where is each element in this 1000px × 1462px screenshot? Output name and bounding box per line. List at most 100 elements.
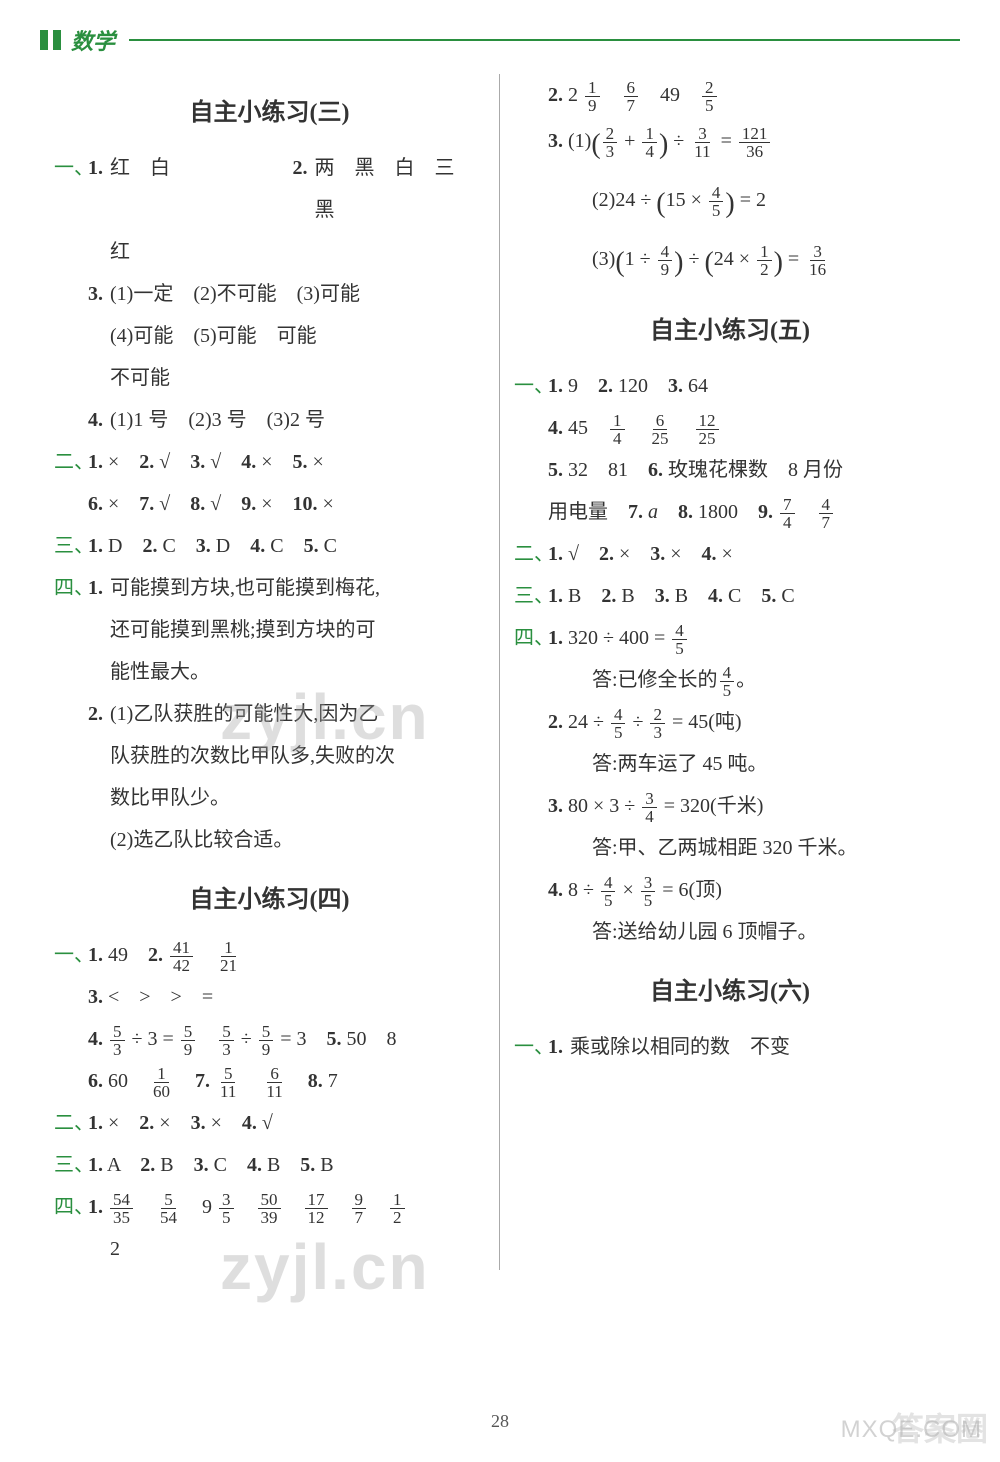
item-number: 3. — [88, 273, 110, 315]
answer-text: 2. 24 ÷ 45 ÷ 23 = 45(吨) — [548, 701, 946, 743]
item-number: 1. — [548, 1026, 570, 1068]
section-marker: 四、 — [54, 567, 88, 609]
item-number: 1. — [88, 567, 110, 609]
answer-row: 3. < > > = — [54, 976, 485, 1018]
answer-row: 4. 53 ÷ 3 = 59 53 ÷ 59 = 3 5. 50 8 — [54, 1018, 485, 1060]
answer-text: 两 黑 白 三 黑 — [315, 147, 486, 231]
answer-text: 1. × 2. √ 3. √ 4. × 5. × — [88, 441, 485, 483]
answer-row: 四、 1. 5435 554 9 35 5039 1712 97 12 — [54, 1186, 485, 1228]
answer-text: 4. 45 14 625 1225 — [548, 407, 946, 449]
answer-text: 数比甲队少。 — [54, 777, 485, 819]
section-marker: 三、 — [54, 1144, 88, 1186]
answer-row: 三、 1. A 2. B 3. C 4. B 5. B — [54, 1144, 485, 1186]
section-marker: 一、 — [514, 1026, 548, 1068]
right-column: 2. 2 19 67 49 25 3. (1)(23 + 14) ÷ 311 =… — [500, 74, 960, 1270]
answer-row: 一、 1. 乘或除以相同的数 不变 — [514, 1026, 946, 1068]
answer-row: 一、 1. 红 白 2. 两 黑 白 三 黑 — [54, 147, 485, 231]
answer-row: 二、 1. √ 2. × 3. × 4. × — [514, 533, 946, 575]
section-marker: 一、 — [54, 934, 88, 976]
answer-text: 用电量 7. a 8. 1800 9. 74 47 — [548, 491, 946, 533]
answer-text: 1. 9 2. 120 3. 64 — [548, 365, 946, 407]
answer-row: 三、 1. B 2. B 3. B 4. C 5. C — [514, 575, 946, 617]
answer-text: 5. 32 81 6. 玫瑰花棵数 8 月份 — [548, 449, 946, 491]
site-watermark: MXQE.COM — [841, 1416, 982, 1444]
answer-text: 1. B 2. B 3. B 4. C 5. C — [548, 575, 946, 617]
answer-text: 队获胜的次数比甲队多,失败的次 — [54, 735, 485, 777]
answer-row: 二、 1. × 2. × 3. × 4. √ — [54, 1102, 485, 1144]
answer-row: 2. 24 ÷ 45 ÷ 23 = 45(吨) — [514, 701, 946, 743]
answer-row: 6. 60 160 7. 511 611 8. 7 — [54, 1060, 485, 1102]
answer-row: 一、 1. 9 2. 120 3. 64 — [514, 365, 946, 407]
page-header: 数学 — [0, 0, 1000, 64]
answer-text: (3)(1 ÷ 49) ÷ (24 × 12) = 316 — [514, 234, 946, 293]
answer-row: 用电量 7. a 8. 1800 9. 74 47 — [514, 491, 946, 533]
answer-text: (1)乙队获胜的可能性大,因为乙 — [110, 693, 485, 735]
answer-text: 1. 5435 554 9 35 5039 1712 97 12 — [88, 1186, 485, 1228]
section-title-4: 自主小练习(四) — [54, 879, 485, 914]
answer-text: 1. 49 2. 4142 121 — [88, 934, 485, 976]
section-marker: 四、 — [54, 1186, 88, 1228]
section-marker: 一、 — [514, 365, 548, 407]
answer-row: 2. (1)乙队获胜的可能性大,因为乙 — [54, 693, 485, 735]
answer-text: 不可能 — [54, 357, 485, 399]
answer-row: 三、 1. D 2. C 3. D 4. C 5. C — [54, 525, 485, 567]
answer-text: 6. × 7. √ 8. √ 9. × 10. × — [88, 483, 485, 525]
answer-row: 四、 1. 320 ÷ 400 = 45 — [514, 617, 946, 659]
answer-row: 4. 8 ÷ 45 × 35 = 6(顶) — [514, 869, 946, 911]
answer-text: (2)24 ÷ (15 × 45) = 2 — [514, 175, 946, 234]
answer-text: 红 — [54, 231, 485, 273]
header-rule — [129, 39, 960, 41]
answer-text: (1)一定 (2)不可能 (3)可能 — [110, 273, 485, 315]
answer-text: 能性最大。 — [54, 651, 485, 693]
answer-row: 四、 1. 可能摸到方块,也可能摸到梅花, — [54, 567, 485, 609]
answer-text: 1. 320 ÷ 400 = 45 — [548, 617, 946, 659]
item-number: 1. — [88, 147, 110, 231]
answer-text: (4)可能 (5)可能 可能 — [54, 315, 485, 357]
subject-title: 数学 — [71, 24, 115, 56]
answer-row: 2. 2 19 67 49 25 — [514, 74, 946, 116]
section-marker: 四、 — [514, 617, 548, 659]
item-number: 2. — [293, 147, 315, 231]
answer-text: 可能摸到方块,也可能摸到梅花, — [110, 567, 485, 609]
section-marker: 二、 — [514, 533, 548, 575]
answer-row: 5. 32 81 6. 玫瑰花棵数 8 月份 — [514, 449, 946, 491]
answer-text: 1. D 2. C 3. D 4. C 5. C — [88, 525, 485, 567]
answer-row: 二、 1. × 2. √ 3. √ 4. × 5. × — [54, 441, 485, 483]
header-decoration — [40, 30, 61, 50]
content-columns: 自主小练习(三) 一、 1. 红 白 2. 两 黑 白 三 黑 红 3. (1)… — [0, 64, 1000, 1270]
section-title-6: 自主小练习(六) — [514, 971, 946, 1006]
answer-text: 1. A 2. B 3. C 4. B 5. B — [88, 1144, 485, 1186]
section-title-5: 自主小练习(五) — [514, 310, 946, 345]
answer-text: 2 — [54, 1228, 485, 1270]
answer-text: 答:送给幼儿园 6 顶帽子。 — [514, 911, 946, 953]
answer-row: 3. (1)(23 + 14) ÷ 311 = 12136 — [514, 116, 946, 175]
answer-text: 答:已修全长的45。 — [514, 659, 946, 701]
answer-text: 3. 80 × 3 ÷ 34 = 320(千米) — [548, 785, 946, 827]
section-marker: 三、 — [514, 575, 548, 617]
answer-row: 4. 45 14 625 1225 — [514, 407, 946, 449]
left-column: 自主小练习(三) 一、 1. 红 白 2. 两 黑 白 三 黑 红 3. (1)… — [40, 74, 500, 1270]
bar-icon — [53, 30, 61, 50]
answer-text: 还可能摸到黑桃;摸到方块的可 — [54, 609, 485, 651]
answer-text: 2. 2 19 67 49 25 — [548, 74, 946, 116]
section-marker: 一、 — [54, 147, 88, 231]
item-number: 2. — [88, 693, 110, 735]
answer-text: 红 白 — [110, 147, 281, 231]
answer-row: 6. × 7. √ 8. √ 9. × 10. × — [54, 483, 485, 525]
answer-text: 答:两车运了 45 吨。 — [514, 743, 946, 785]
answer-text: 1. √ 2. × 3. × 4. × — [548, 533, 946, 575]
section-marker: 三、 — [54, 525, 88, 567]
item-number: 4. — [88, 399, 110, 441]
answer-row: 3. 80 × 3 ÷ 34 = 320(千米) — [514, 785, 946, 827]
answer-text: 4. 53 ÷ 3 = 59 53 ÷ 59 = 3 5. 50 8 — [88, 1018, 485, 1060]
answer-text: (1)1 号 (2)3 号 (3)2 号 — [110, 399, 485, 441]
answer-text: 4. 8 ÷ 45 × 35 = 6(顶) — [548, 869, 946, 911]
answer-text: 1. × 2. × 3. × 4. √ — [88, 1102, 485, 1144]
answer-text: 6. 60 160 7. 511 611 8. 7 — [88, 1060, 485, 1102]
answer-text: 3. < > > = — [88, 976, 485, 1018]
answer-text: 乘或除以相同的数 不变 — [570, 1026, 946, 1068]
answer-text: 3. (1)(23 + 14) ÷ 311 = 12136 — [548, 116, 946, 175]
section-marker: 二、 — [54, 1102, 88, 1144]
answer-text: 答:甲、乙两城相距 320 千米。 — [514, 827, 946, 869]
answer-row: 3. (1)一定 (2)不可能 (3)可能 — [54, 273, 485, 315]
